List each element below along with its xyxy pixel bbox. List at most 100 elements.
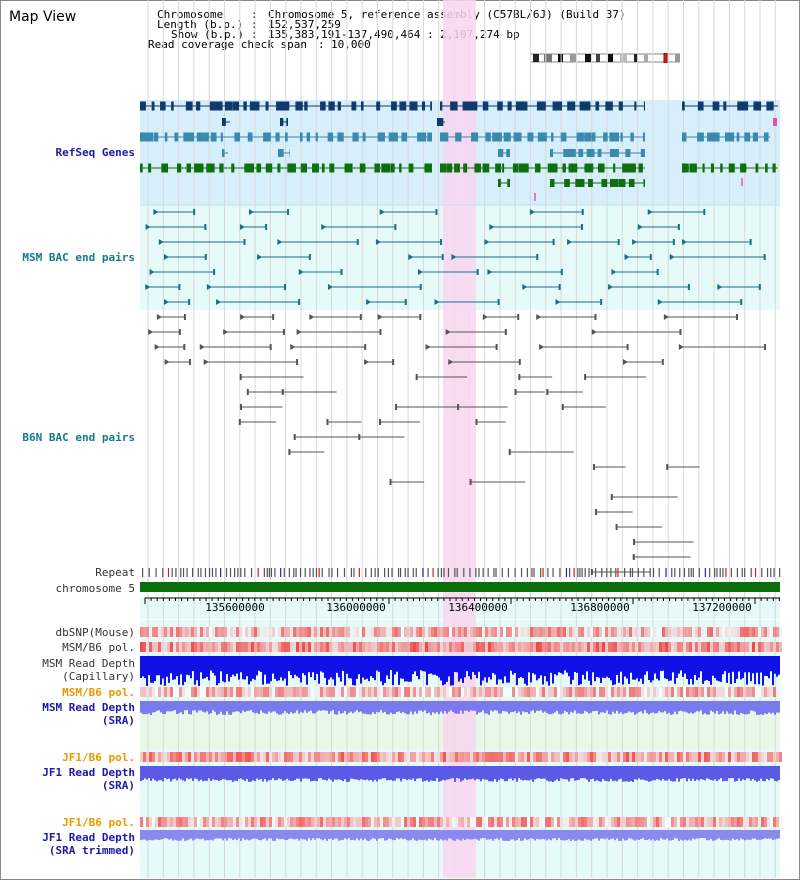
jf1-depth-sra-bar	[534, 766, 536, 780]
jf1-depth-trim-bar	[360, 830, 362, 839]
b6n-bac-pair-end	[392, 359, 395, 365]
jf1-depth-trim-bar	[320, 830, 322, 840]
repeat-element	[526, 568, 528, 577]
msm-b6-pol-cell	[356, 687, 359, 697]
msm-b6-pol-cell	[611, 642, 614, 652]
jf1-b6-pol-cell	[446, 817, 449, 827]
msm-bac-pair-end	[257, 254, 263, 260]
jf1-b6-pol-cell	[278, 752, 281, 762]
jf1-depth-trim-bar	[222, 830, 224, 841]
jf1-depth-sra-bar	[654, 766, 656, 781]
jf1-b6-pol-cell	[155, 752, 158, 762]
jf1-depth-trim-bar	[380, 830, 382, 839]
label-jf1-b6-pol-2[interactable]: JF1/B6 pol.	[62, 816, 135, 829]
label-refseq-genes[interactable]: RefSeq Genes	[55, 146, 135, 159]
msm-depth-sra-bar	[776, 701, 778, 713]
label-msm-b6-pol-2[interactable]: MSM/B6 pol.	[62, 686, 135, 699]
jf1-depth-trim-bar	[330, 830, 332, 839]
b6n-bac-pair-end	[415, 374, 418, 380]
repeat-element	[579, 568, 581, 577]
msm-depth-sra-bar	[598, 701, 600, 715]
msm-depth-cap-bar	[272, 656, 274, 674]
b6n-bac-pair-end	[508, 449, 511, 455]
jf1-depth-sra-bar	[244, 766, 246, 781]
msm-b6-pol-cell	[266, 642, 269, 652]
msm-depth-cap-bar	[398, 656, 400, 685]
repeat-element	[559, 568, 561, 577]
msm-b6-pol-cell	[770, 642, 773, 652]
gene-exon	[697, 101, 704, 111]
msm-depth-cap-bar	[294, 656, 296, 675]
msm-b6-pol-cell	[149, 687, 152, 697]
msm-depth-cap-bar	[454, 656, 456, 673]
gene-exon	[569, 149, 576, 157]
msm-depth-cap-bar	[528, 656, 530, 673]
msm-b6-pol-cell	[719, 642, 722, 652]
jf1-depth-trim-bar	[304, 830, 306, 840]
jf1-b6-pol-cell	[761, 817, 764, 827]
jf1-depth-trim-bar	[272, 830, 274, 841]
label-msm-bac[interactable]: MSM BAC end pairs	[22, 251, 135, 264]
jf1-depth-sra-bar	[212, 766, 214, 780]
repeat-element	[197, 568, 199, 577]
msm-depth-cap-bar	[154, 656, 156, 682]
msm-bac-pair-end	[740, 299, 743, 305]
jf1-b6-pol-cell	[626, 752, 629, 762]
msm-depth-sra-bar	[468, 701, 470, 712]
msm-depth-cap-bar	[318, 656, 320, 684]
msm-depth-cap-bar	[468, 656, 470, 677]
msm-b6-pol-cell	[644, 642, 647, 652]
gene-exon	[498, 179, 501, 187]
repeat-element	[683, 568, 686, 577]
jf1-b6-pol-cell	[371, 752, 374, 762]
dbsnp-cell	[314, 627, 317, 637]
msm-bac-pair-end	[158, 239, 164, 245]
msm-depth-sra-bar	[210, 701, 212, 714]
msm-b6-pol-cell	[362, 687, 365, 697]
gene-exon	[151, 101, 155, 111]
label-jf1-b6-pol-1[interactable]: JF1/B6 pol.	[62, 751, 135, 764]
label-chromosome[interactable]: chromosome 5	[55, 582, 135, 595]
msm-bac-pair-end	[149, 269, 155, 275]
gene-exon	[753, 101, 762, 111]
jf1-depth-trim-bar	[542, 830, 544, 839]
jf1-depth-trim-bar	[524, 830, 526, 839]
label-jf1-depth-sra[interactable]: JF1 Read Depth (SRA)	[42, 766, 135, 792]
jf1-b6-pol-cell	[377, 817, 380, 827]
repeat-element	[240, 568, 242, 577]
msm-b6-pol-cell	[269, 687, 272, 697]
dbsnp-cell	[725, 627, 728, 637]
msm-depth-cap-bar	[760, 656, 762, 673]
msm-b6-pol-cell	[533, 642, 536, 652]
dbsnp-cell	[227, 627, 230, 637]
msm-depth-cap-bar	[240, 656, 242, 673]
msm-b6-pol-cell	[566, 642, 569, 652]
repeat-element	[478, 568, 480, 577]
label-jf1-depth-trimmed[interactable]: JF1 Read Depth (SRA trimmed)	[42, 831, 135, 857]
jf1-depth-sra-bar	[608, 766, 610, 782]
jf1-depth-trim-bar	[570, 830, 572, 841]
msm-b6-pol-cell	[416, 687, 419, 697]
jf1-depth-trim-bar	[754, 830, 756, 839]
gene-exon	[513, 132, 522, 142]
jf1-depth-trim-bar	[594, 830, 596, 839]
dbsnp-cell	[194, 627, 197, 637]
label-msm-depth-sra[interactable]: MSM Read Depth (SRA)	[42, 701, 135, 727]
jf1-depth-sra-bar	[248, 766, 250, 782]
jf1-depth-trim-bar	[508, 830, 510, 841]
label-msm-depth-capillary[interactable]: MSM Read Depth (Capillary)	[42, 657, 135, 683]
jf1-depth-trim-bar	[348, 830, 350, 839]
msm-depth-cap-bar	[308, 656, 310, 673]
msm-depth-sra-bar	[412, 701, 414, 715]
label-repeat[interactable]: Repeat	[95, 566, 135, 579]
msm-b6-pol-cell	[263, 642, 266, 652]
chromosome-ideogram[interactable]	[530, 53, 680, 63]
label-dbsnp[interactable]: dbSNP(Mouse)	[55, 626, 135, 639]
dbsnp-cell	[497, 627, 500, 637]
dbsnp-cell	[449, 627, 452, 637]
label-b6n-bac[interactable]: B6N BAC end pairs	[22, 431, 135, 444]
label-msm-b6-pol-1[interactable]: MSM/B6 pol.	[62, 641, 135, 654]
repeat-element	[617, 568, 619, 577]
gene-exon	[707, 132, 716, 142]
